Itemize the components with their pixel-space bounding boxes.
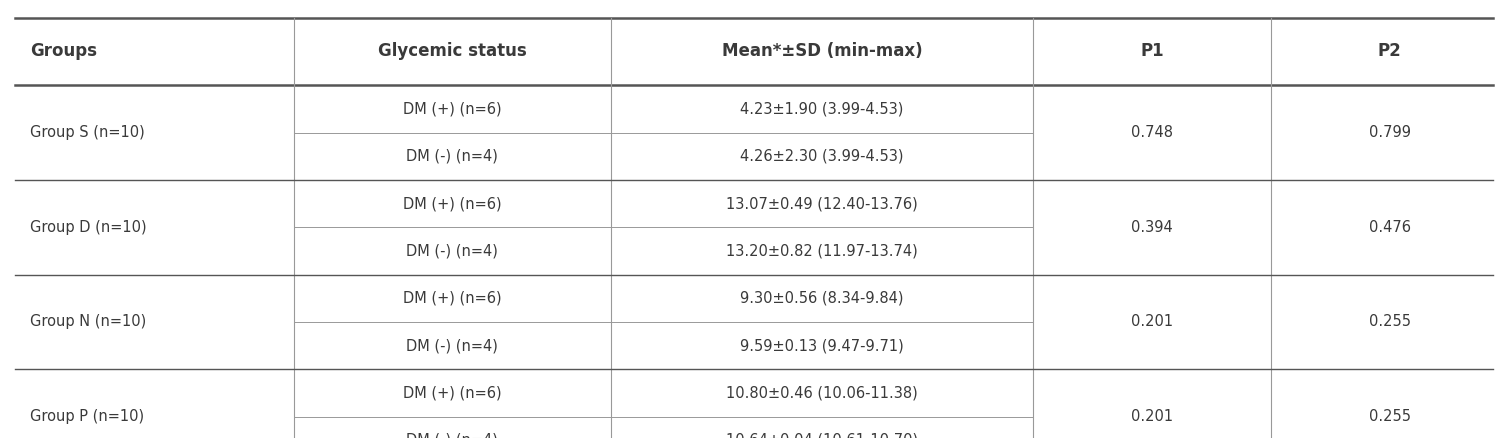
Text: P2: P2 xyxy=(1378,42,1401,60)
Text: 13.20±0.82 (11.97-13.74): 13.20±0.82 (11.97-13.74) xyxy=(725,244,918,258)
Text: 0.255: 0.255 xyxy=(1369,409,1410,424)
Text: 10.64±0.04 (10.61-10.70): 10.64±0.04 (10.61-10.70) xyxy=(725,433,918,438)
Text: DM (+) (n=6): DM (+) (n=6) xyxy=(403,196,502,211)
Text: 4.26±2.30 (3.99-4.53): 4.26±2.30 (3.99-4.53) xyxy=(740,149,903,164)
Text: 0.201: 0.201 xyxy=(1131,314,1173,329)
Text: Mean*±SD (min-max): Mean*±SD (min-max) xyxy=(721,42,923,60)
Text: 0.476: 0.476 xyxy=(1369,220,1410,235)
Text: Group D (n=10): Group D (n=10) xyxy=(30,220,146,235)
Text: DM (+) (n=6): DM (+) (n=6) xyxy=(403,385,502,400)
Text: Group P (n=10): Group P (n=10) xyxy=(30,409,145,424)
Text: Group S (n=10): Group S (n=10) xyxy=(30,125,145,140)
Text: 9.30±0.56 (8.34-9.84): 9.30±0.56 (8.34-9.84) xyxy=(740,291,903,306)
Text: Groups: Groups xyxy=(30,42,97,60)
Text: 0.748: 0.748 xyxy=(1131,125,1173,140)
Text: DM (+) (n=6): DM (+) (n=6) xyxy=(403,291,502,306)
Text: DM (-) (n=4): DM (-) (n=4) xyxy=(407,244,498,258)
Text: DM (-) (n=4): DM (-) (n=4) xyxy=(407,433,498,438)
Text: DM (-) (n=4): DM (-) (n=4) xyxy=(407,338,498,353)
Text: 10.80±0.46 (10.06-11.38): 10.80±0.46 (10.06-11.38) xyxy=(725,385,918,400)
Text: P1: P1 xyxy=(1140,42,1164,60)
Text: 4.23±1.90 (3.99-4.53): 4.23±1.90 (3.99-4.53) xyxy=(740,102,903,117)
Text: DM (-) (n=4): DM (-) (n=4) xyxy=(407,149,498,164)
Text: 13.07±0.49 (12.40-13.76): 13.07±0.49 (12.40-13.76) xyxy=(725,196,918,211)
Text: 0.799: 0.799 xyxy=(1369,125,1410,140)
Text: 0.201: 0.201 xyxy=(1131,409,1173,424)
Text: Group N (n=10): Group N (n=10) xyxy=(30,314,146,329)
Text: 0.255: 0.255 xyxy=(1369,314,1410,329)
Text: DM (+) (n=6): DM (+) (n=6) xyxy=(403,102,502,117)
Text: 9.59±0.13 (9.47-9.71): 9.59±0.13 (9.47-9.71) xyxy=(740,338,903,353)
Text: Glycemic status: Glycemic status xyxy=(379,42,526,60)
Text: 0.394: 0.394 xyxy=(1131,220,1173,235)
